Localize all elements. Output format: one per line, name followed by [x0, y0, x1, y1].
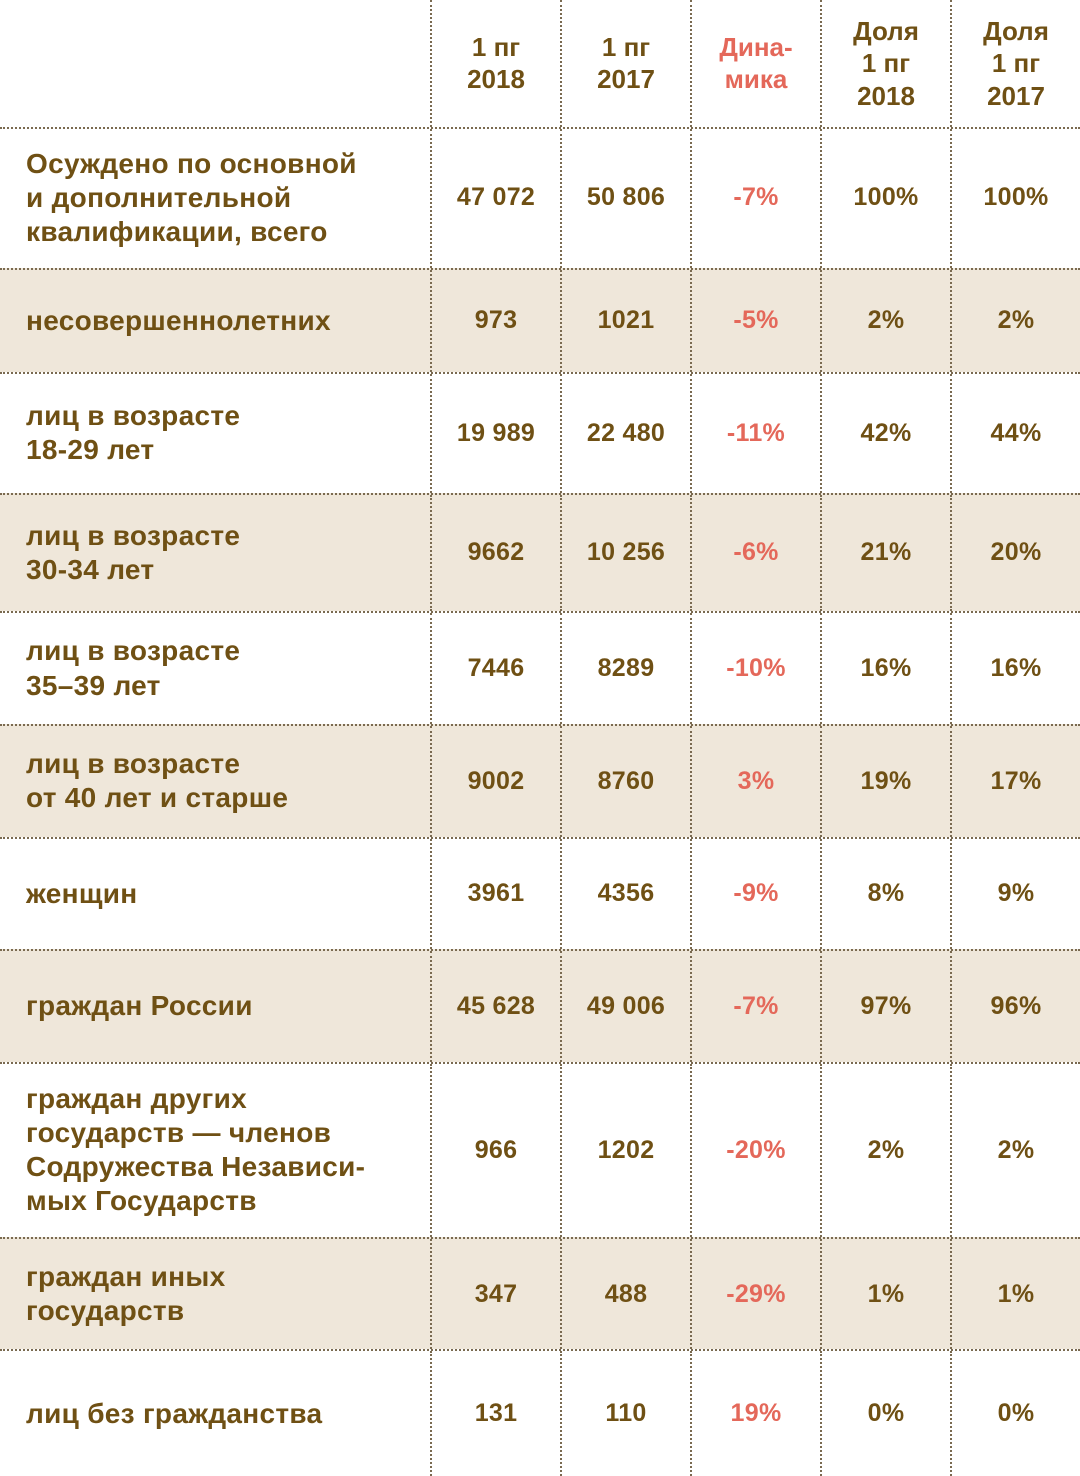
value-dynamics: 19%: [690, 1351, 820, 1476]
value-share-2018: 100%: [820, 128, 950, 268]
table-row: лиц в возрасте от 40 лет и старше 9002 876…: [0, 723, 1080, 837]
value-1pg-2018: 966: [430, 1063, 560, 1237]
value-1pg-2017: 4356: [560, 838, 690, 950]
header-1pg-2018: 1 пг 2018: [430, 0, 560, 127]
value-share-2018: 2%: [820, 1063, 950, 1237]
value-1pg-2017: 49 006: [560, 951, 690, 1062]
value-share-2017: 16%: [950, 613, 1080, 724]
value-1pg-2018: 7446: [430, 613, 560, 724]
value-1pg-2018: 9662: [430, 494, 560, 612]
value-share-2018: 21%: [820, 494, 950, 612]
value-share-2017: 2%: [950, 269, 1080, 373]
value-share-2018: 8%: [820, 838, 950, 950]
value-1pg-2017: 8289: [560, 613, 690, 724]
value-dynamics: -6%: [690, 494, 820, 612]
table-row: лиц в возрасте 30-34 лет 9662 10 256 -6% 21%…: [0, 492, 1080, 612]
table-row: граждан России 45 628 49 006 -7% 97% 96%: [0, 949, 1080, 1062]
value-share-2017: 44%: [950, 374, 1080, 493]
table-row: лиц в возрасте 35–39 лет 7446 8289 -10% 16% 1…: [0, 611, 1080, 724]
value-share-2018: 2%: [820, 269, 950, 373]
header-empty: [0, 0, 430, 127]
value-1pg-2017: 110: [560, 1351, 690, 1476]
value-dynamics: -11%: [690, 374, 820, 493]
value-dynamics: -7%: [690, 951, 820, 1062]
table-row: граждан иных государств 347 488 -29% 1% 1%: [0, 1236, 1080, 1350]
row-label: лиц в возрасте 35–39 лет: [26, 635, 241, 701]
value-1pg-2017: 1202: [560, 1063, 690, 1237]
value-share-2017: 96%: [950, 951, 1080, 1062]
header-share-2018: Доля 1 пг 2018: [820, 0, 950, 127]
table-row: лиц в возрасте 18-29 лет 19 989 22 480 -11%…: [0, 372, 1080, 493]
value-1pg-2018: 19 989: [430, 374, 560, 493]
value-share-2017: 9%: [950, 838, 1080, 950]
value-dynamics: 3%: [690, 725, 820, 837]
value-1pg-2018: 131: [430, 1351, 560, 1476]
table-row: несовершеннолетних 973 1021 -5% 2% 2%: [0, 267, 1080, 373]
value-1pg-2017: 50 806: [560, 128, 690, 268]
value-1pg-2018: 45 628: [430, 951, 560, 1062]
value-share-2018: 19%: [820, 725, 950, 837]
value-dynamics: -5%: [690, 269, 820, 373]
row-label: граждан иных государств: [26, 1261, 226, 1327]
row-label: граждан России: [26, 990, 253, 1022]
value-1pg-2018: 973: [430, 269, 560, 373]
value-1pg-2017: 8760: [560, 725, 690, 837]
row-label: женщин: [26, 877, 138, 909]
value-1pg-2017: 10 256: [560, 494, 690, 612]
value-1pg-2017: 1021: [560, 269, 690, 373]
value-share-2017: 20%: [950, 494, 1080, 612]
value-1pg-2017: 22 480: [560, 374, 690, 493]
row-label: лиц в возрасте 18-29 лет: [26, 400, 241, 466]
table-row: женщин 3961 4356 -9% 8% 9%: [0, 836, 1080, 950]
table-row: Осуждено по основной и дополнительной кв…: [0, 126, 1080, 268]
value-1pg-2017: 488: [560, 1238, 690, 1350]
value-dynamics: -29%: [690, 1238, 820, 1350]
header-dynamics: Дина- мика: [690, 0, 820, 127]
value-share-2018: 1%: [820, 1238, 950, 1350]
table-row: лиц без гражданства 131 110 19% 0% 0%: [0, 1349, 1080, 1476]
header-1pg-2017: 1 пг 2017: [560, 0, 690, 127]
value-share-2017: 1%: [950, 1238, 1080, 1350]
table-row: граждан других государств — членов Содру…: [0, 1061, 1080, 1237]
value-share-2017: 100%: [950, 128, 1080, 268]
value-dynamics: -7%: [690, 128, 820, 268]
value-share-2017: 2%: [950, 1063, 1080, 1237]
value-share-2018: 42%: [820, 374, 950, 493]
row-label: лиц в возрасте 30-34 лет: [26, 519, 241, 586]
table-header-row: 1 пг 2018 1 пг 2017 Дина- мика Доля 1 пг…: [0, 0, 1080, 127]
row-label: лиц без гражданства: [26, 1397, 323, 1429]
row-label: граждан других государств — членов Содру…: [26, 1082, 366, 1217]
value-share-2018: 97%: [820, 951, 950, 1062]
value-1pg-2018: 9002: [430, 725, 560, 837]
value-dynamics: -9%: [690, 838, 820, 950]
header-share-2017: Доля 1 пг 2017: [950, 0, 1080, 127]
value-1pg-2018: 347: [430, 1238, 560, 1350]
value-dynamics: -10%: [690, 613, 820, 724]
value-1pg-2018: 47 072: [430, 128, 560, 268]
value-share-2017: 17%: [950, 725, 1080, 837]
row-label: несовершеннолетних: [26, 304, 331, 336]
value-share-2018: 16%: [820, 613, 950, 724]
value-share-2017: 0%: [950, 1351, 1080, 1476]
value-1pg-2018: 3961: [430, 838, 560, 950]
value-dynamics: -20%: [690, 1063, 820, 1237]
row-label: лиц в возрасте от 40 лет и старше: [26, 748, 289, 814]
row-label: Осуждено по основной и дополнительной кв…: [26, 147, 357, 248]
value-share-2018: 0%: [820, 1351, 950, 1476]
